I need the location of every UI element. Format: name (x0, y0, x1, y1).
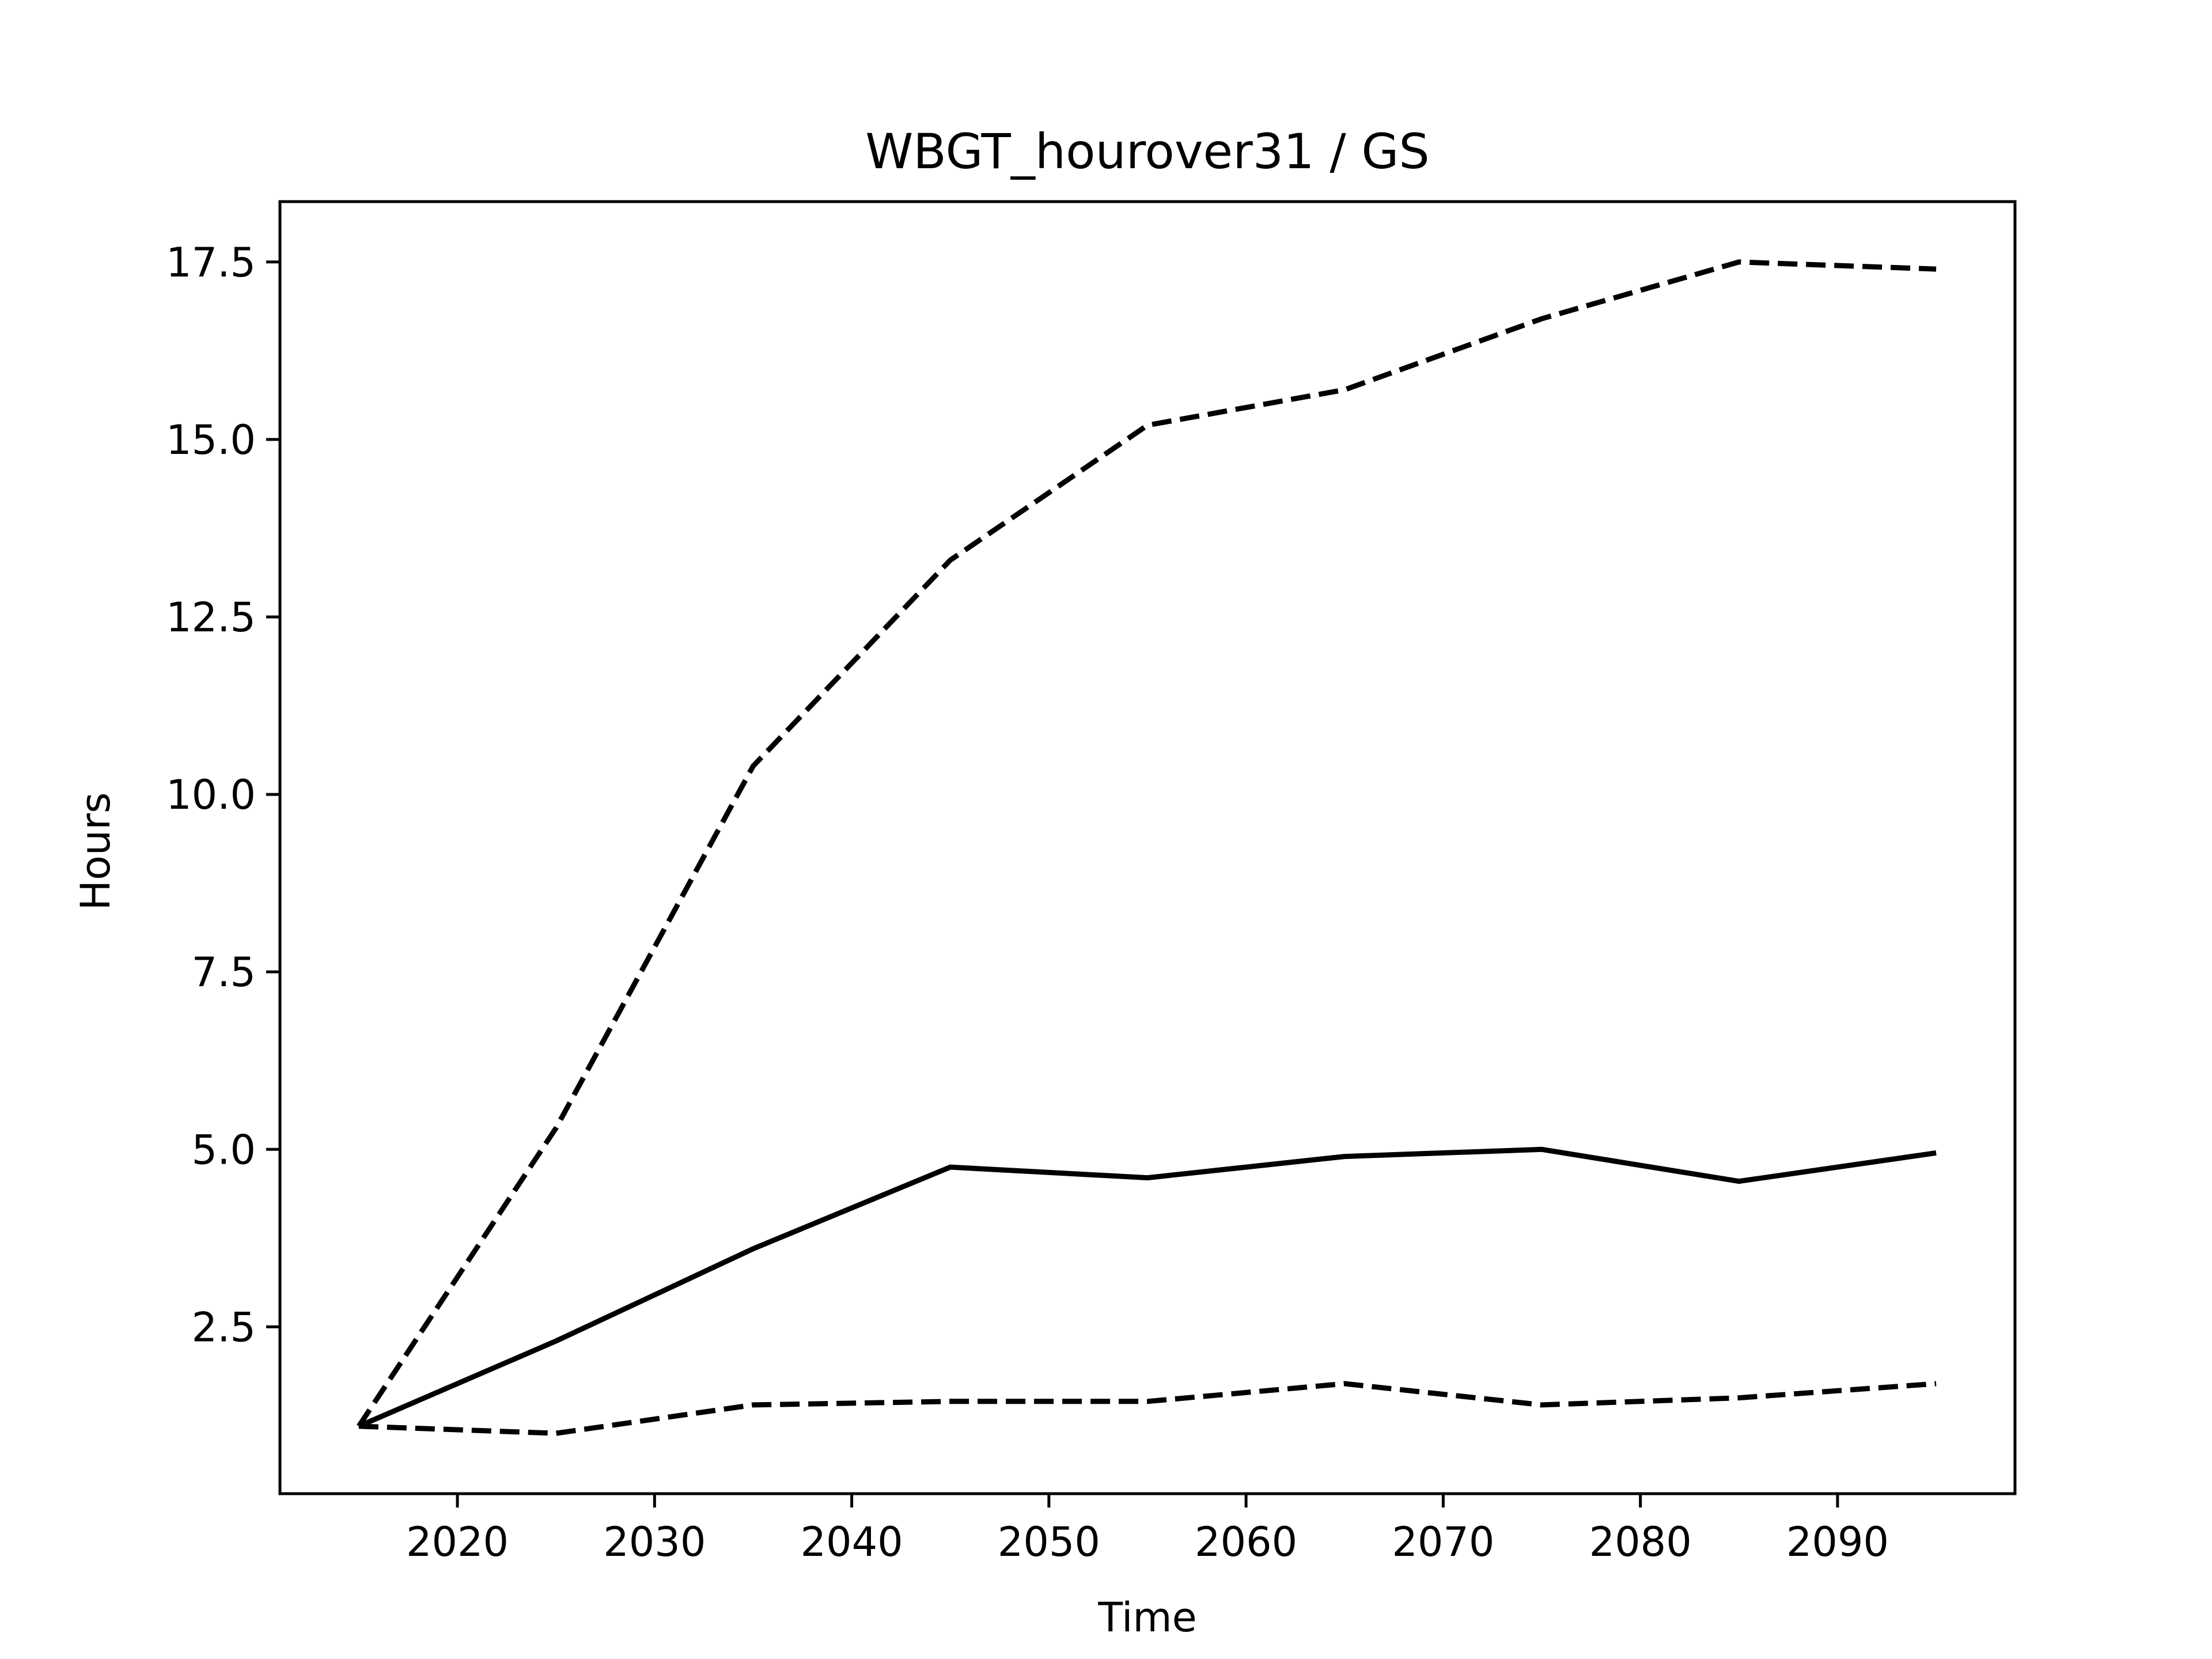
y-tick-label: 7.5 (192, 949, 256, 996)
y-tick-label: 12.5 (166, 594, 256, 641)
x-tick-label: 2050 (998, 1518, 1100, 1566)
x-axis-label: Time (1097, 1594, 1196, 1641)
x-tick-label: 2060 (1195, 1518, 1297, 1566)
y-tick-label: 10.0 (166, 771, 256, 819)
y-tick-label: 5.0 (192, 1126, 256, 1173)
series-line-1 (357, 259, 1937, 1428)
plot-frame (278, 200, 2017, 1495)
x-tick-label: 2070 (1392, 1518, 1494, 1566)
y-tick-label: 2.5 (192, 1304, 256, 1351)
y-tick-label: 15.0 (166, 416, 256, 464)
y-axis-label: Hours (72, 792, 119, 910)
x-tick-label: 2080 (1589, 1518, 1692, 1566)
x-axis-ticks: 2020 2030 2040 2050 2060 2070 2080 2090 (406, 1494, 1889, 1566)
chart-title: WBGT_hourover31 / GS (865, 123, 1430, 180)
y-axis-ticks: 2.5 5.0 7.5 10.0 12.5 15.0 17.5 (166, 239, 280, 1351)
x-tick-label: 2020 (406, 1518, 509, 1566)
plot-area (278, 200, 2017, 1495)
x-tick-label: 2030 (603, 1518, 706, 1566)
y-tick-label: 17.5 (166, 239, 256, 286)
series-layer (357, 259, 1937, 1436)
x-tick-label: 2090 (1786, 1518, 1889, 1566)
x-tick-label: 2040 (801, 1518, 903, 1566)
series-line-2 (358, 1146, 1937, 1429)
series-line-3 (358, 1381, 1937, 1436)
